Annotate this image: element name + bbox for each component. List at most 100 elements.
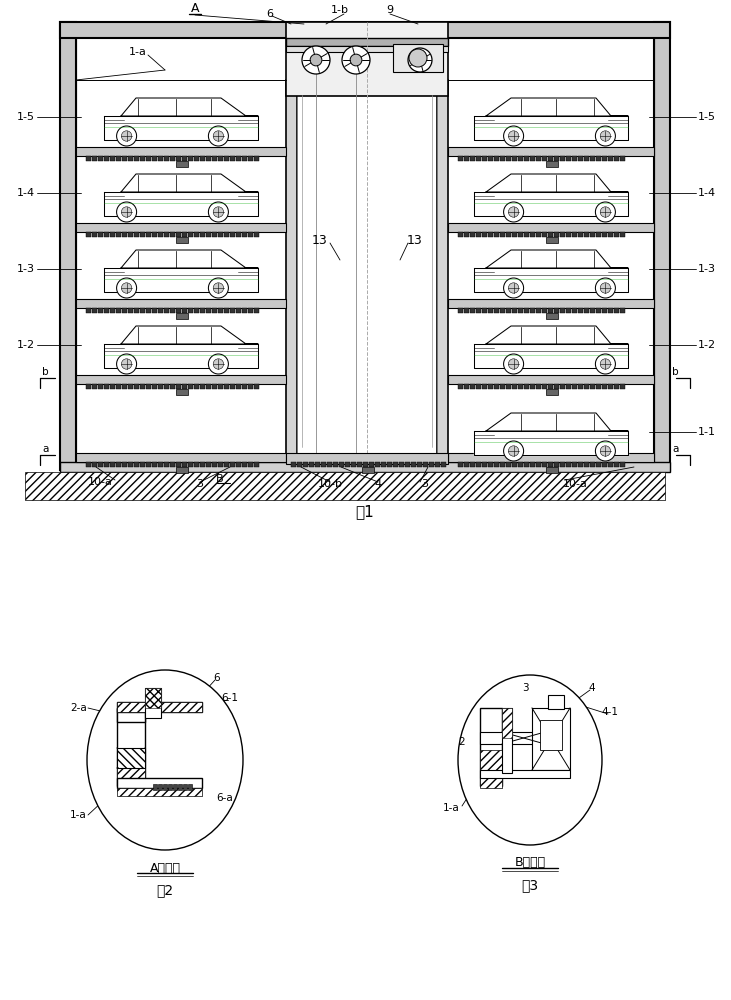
Bar	[602, 232, 607, 237]
Text: 4: 4	[374, 479, 382, 489]
Bar	[387, 462, 392, 467]
Bar	[128, 232, 133, 237]
Ellipse shape	[87, 670, 243, 850]
Bar	[117, 702, 202, 712]
Bar	[542, 308, 547, 313]
Bar	[530, 384, 535, 389]
Text: 6-1: 6-1	[221, 693, 238, 703]
Bar	[566, 156, 571, 161]
Bar	[458, 462, 463, 467]
Bar	[614, 308, 619, 313]
Bar	[614, 384, 619, 389]
Circle shape	[596, 202, 616, 222]
Bar	[206, 462, 211, 467]
Bar	[218, 308, 223, 313]
Bar	[164, 156, 169, 161]
Bar	[194, 384, 199, 389]
Bar	[104, 156, 109, 161]
Bar	[212, 308, 217, 313]
Bar	[104, 232, 109, 237]
Bar	[590, 462, 595, 467]
Bar	[140, 384, 145, 389]
Bar	[596, 156, 601, 161]
Bar	[488, 384, 493, 389]
Bar	[506, 384, 511, 389]
Bar	[524, 308, 529, 313]
Bar	[170, 384, 175, 389]
Circle shape	[596, 441, 616, 461]
Bar	[110, 462, 115, 467]
Bar	[176, 462, 181, 467]
Text: 1-b: 1-b	[331, 5, 349, 15]
Bar	[500, 308, 505, 313]
Bar	[524, 232, 529, 237]
Text: 3: 3	[197, 479, 203, 489]
Bar	[200, 462, 205, 467]
Text: B－放大: B－放大	[515, 856, 545, 869]
Bar	[476, 232, 481, 237]
Bar	[200, 384, 205, 389]
Bar	[554, 462, 559, 467]
Bar	[458, 308, 463, 313]
Bar	[92, 232, 97, 237]
Bar	[482, 462, 487, 467]
Bar	[206, 308, 211, 313]
Bar	[429, 462, 434, 467]
Bar	[206, 232, 211, 237]
Bar	[590, 156, 595, 161]
Bar	[602, 462, 607, 467]
Bar	[98, 462, 103, 467]
Bar	[566, 462, 571, 467]
Bar	[145, 688, 161, 708]
Bar	[530, 308, 535, 313]
Bar	[614, 156, 619, 161]
Bar	[554, 156, 559, 161]
Bar	[448, 375, 654, 384]
Bar	[134, 308, 139, 313]
Bar	[321, 462, 326, 467]
Bar	[608, 232, 613, 237]
Bar	[164, 384, 169, 389]
Polygon shape	[474, 344, 628, 367]
Text: 9: 9	[387, 5, 393, 15]
Bar	[584, 384, 589, 389]
Polygon shape	[104, 116, 258, 139]
Bar	[98, 232, 103, 237]
Bar	[448, 147, 654, 156]
Bar	[512, 384, 517, 389]
Bar	[536, 308, 541, 313]
Bar	[182, 462, 187, 467]
Circle shape	[208, 278, 228, 298]
Bar	[122, 232, 127, 237]
Bar	[248, 232, 253, 237]
Bar	[500, 384, 505, 389]
Bar	[608, 156, 613, 161]
Bar	[92, 156, 97, 161]
Circle shape	[504, 278, 523, 298]
Bar	[620, 384, 625, 389]
Bar	[152, 156, 157, 161]
Bar	[548, 384, 553, 389]
Bar	[584, 232, 589, 237]
Bar	[98, 308, 103, 313]
Bar	[524, 384, 529, 389]
Bar	[140, 232, 145, 237]
Bar	[532, 708, 570, 770]
Circle shape	[350, 54, 362, 66]
Circle shape	[121, 283, 132, 293]
Text: 6-a: 6-a	[216, 793, 233, 803]
Bar	[482, 156, 487, 161]
Circle shape	[121, 359, 132, 369]
Bar	[518, 462, 523, 467]
Bar	[76, 147, 286, 156]
Text: 1-5: 1-5	[17, 112, 35, 122]
Bar	[134, 384, 139, 389]
Bar	[86, 308, 91, 313]
Text: a: a	[42, 444, 48, 454]
Text: 图3: 图3	[521, 878, 539, 892]
Bar	[194, 462, 199, 467]
Bar	[212, 232, 217, 237]
Bar	[248, 308, 253, 313]
Bar	[470, 232, 475, 237]
Bar	[110, 156, 115, 161]
